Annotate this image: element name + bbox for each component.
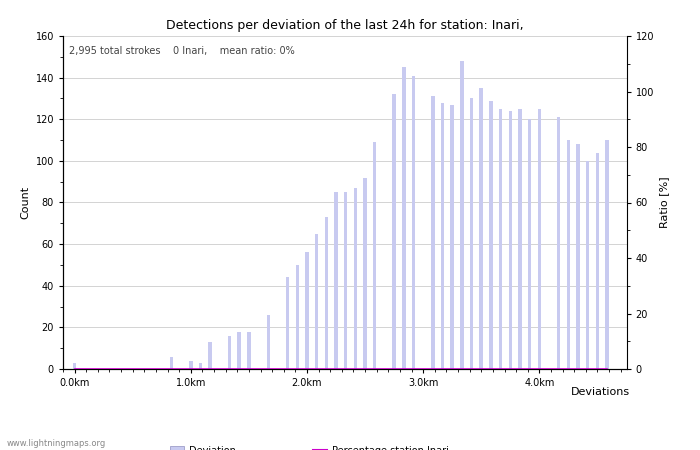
Bar: [169, 356, 173, 369]
Bar: [209, 342, 212, 369]
Bar: [335, 192, 338, 369]
Bar: [586, 161, 589, 369]
Bar: [480, 88, 483, 369]
Bar: [557, 117, 561, 369]
Bar: [566, 140, 570, 369]
Text: www.lightningmaps.org: www.lightningmaps.org: [7, 439, 106, 448]
Bar: [528, 119, 531, 369]
Bar: [508, 111, 512, 369]
Bar: [596, 153, 599, 369]
Legend: Deviation, Deviation station Inari,, Percentage station Inari,: Deviation, Deviation station Inari,, Per…: [169, 446, 452, 450]
Text: 2,995 total strokes    0 Inari,    mean ratio: 0%: 2,995 total strokes 0 Inari, mean ratio:…: [69, 46, 295, 56]
Bar: [199, 363, 202, 369]
Bar: [606, 140, 609, 369]
Y-axis label: Ratio [%]: Ratio [%]: [659, 177, 670, 228]
Bar: [305, 252, 309, 369]
Bar: [325, 217, 328, 369]
Bar: [393, 94, 395, 369]
Y-axis label: Count: Count: [20, 186, 30, 219]
Bar: [315, 234, 318, 369]
Bar: [363, 177, 367, 369]
Bar: [247, 332, 251, 369]
Bar: [295, 265, 299, 369]
Bar: [451, 105, 454, 369]
Title: Detections per deviation of the last 24h for station: Inari,: Detections per deviation of the last 24h…: [166, 19, 524, 32]
Bar: [189, 360, 192, 369]
Bar: [489, 100, 493, 369]
Text: Deviations: Deviations: [571, 387, 630, 397]
Bar: [460, 61, 463, 369]
Bar: [402, 67, 405, 369]
Bar: [373, 142, 377, 369]
Bar: [441, 103, 444, 369]
Bar: [499, 109, 503, 369]
Bar: [344, 192, 347, 369]
Bar: [518, 109, 522, 369]
Bar: [538, 109, 541, 369]
Bar: [576, 144, 580, 369]
Bar: [228, 336, 231, 369]
Bar: [73, 363, 76, 369]
Bar: [267, 315, 270, 369]
Bar: [354, 188, 357, 369]
Bar: [286, 277, 289, 369]
Bar: [412, 76, 415, 369]
Bar: [470, 99, 473, 369]
Bar: [237, 332, 241, 369]
Bar: [431, 96, 435, 369]
